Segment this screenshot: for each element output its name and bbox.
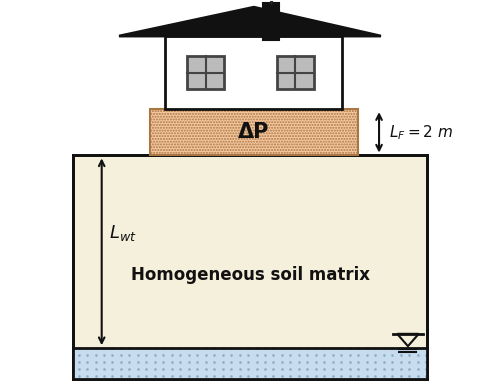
Bar <box>277 56 314 89</box>
Bar <box>264 3 279 40</box>
Text: $L_{wt}$: $L_{wt}$ <box>110 223 137 242</box>
Text: $L_F = 2\ m$: $L_F = 2\ m$ <box>388 123 453 142</box>
Bar <box>188 56 224 89</box>
Text: ΔP: ΔP <box>238 122 270 142</box>
Bar <box>73 348 427 379</box>
Bar <box>166 36 342 109</box>
Text: Homogeneous soil matrix: Homogeneous soil matrix <box>130 266 370 284</box>
Bar <box>150 109 358 156</box>
Polygon shape <box>119 7 381 36</box>
Bar <box>73 156 427 379</box>
